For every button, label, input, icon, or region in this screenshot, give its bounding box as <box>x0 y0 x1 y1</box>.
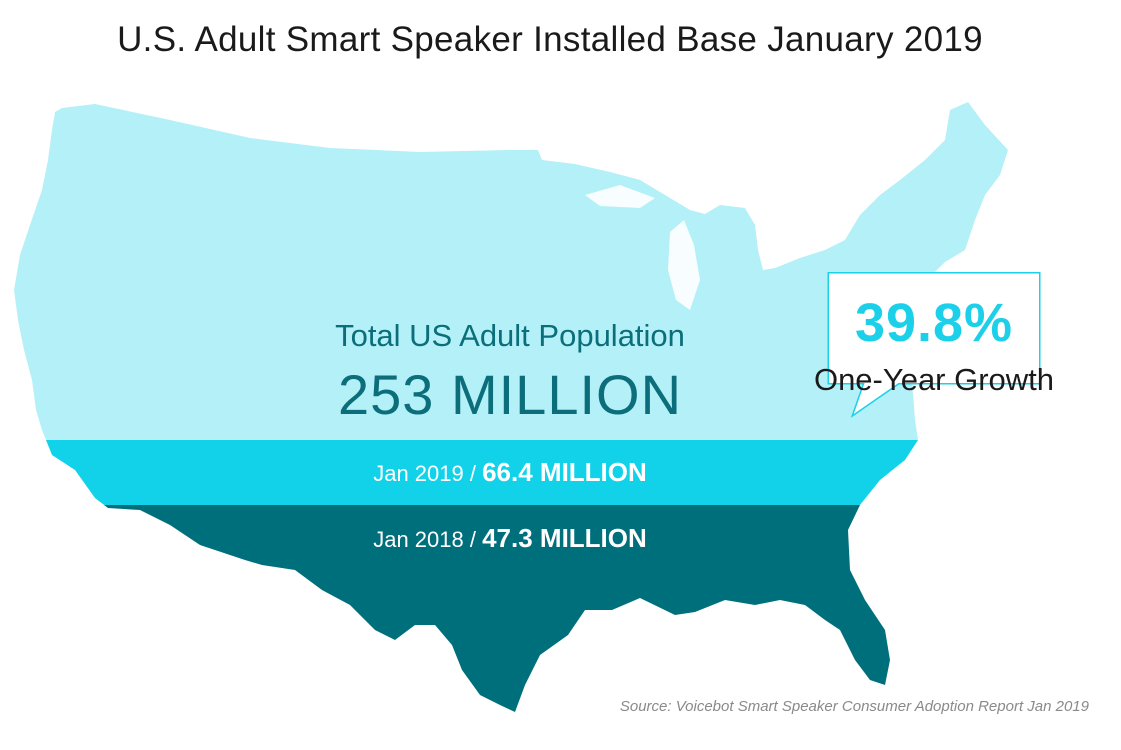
great-lakes <box>668 220 700 310</box>
population-caption: Total US Adult Population <box>335 318 685 353</box>
lake-superior <box>585 185 655 208</box>
growth-callout <box>827 272 1041 418</box>
growth-label: One-Year Growth <box>813 362 1055 397</box>
jan2019-prefix: Jan 2019 / <box>373 461 483 486</box>
jan2019-label: Jan 2019 / 66.4 MILLION <box>300 457 720 488</box>
jan2018-prefix: Jan 2018 / <box>373 527 483 552</box>
jan2018-label: Jan 2018 / 47.3 MILLION <box>300 523 720 554</box>
source-note: Source: Voicebot Smart Speaker Consumer … <box>619 698 1089 715</box>
jan2019-band <box>14 440 1008 505</box>
jan2018-value: 47.3 MILLION <box>482 523 647 553</box>
chart-title: U.S. Adult Smart Speaker Installed Base … <box>117 20 983 59</box>
jan2019-value: 66.4 MILLION <box>482 457 647 487</box>
growth-value: 39.8% <box>854 293 1014 353</box>
population-value: 253 MILLION <box>337 363 683 426</box>
